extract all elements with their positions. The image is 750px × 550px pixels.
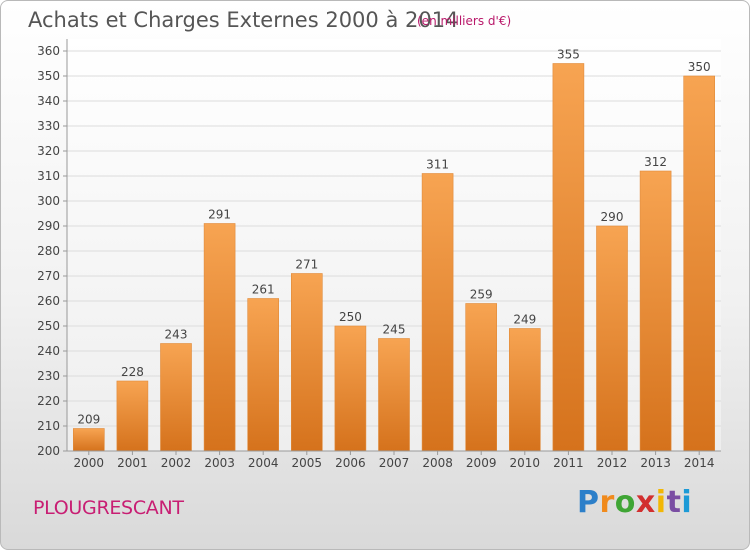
bar xyxy=(552,63,585,452)
x-tick-label: 2001 xyxy=(117,456,148,470)
x-tick-label: 2009 xyxy=(466,456,497,470)
y-tick-label: 340 xyxy=(37,94,60,108)
bar xyxy=(160,343,192,452)
x-tick-label: 2014 xyxy=(684,456,715,470)
bar-value-label: 312 xyxy=(644,155,667,169)
logo-letter: i xyxy=(681,485,693,520)
bar-value-label: 290 xyxy=(601,210,624,224)
bar xyxy=(421,173,454,452)
bar-value-label: 228 xyxy=(121,365,144,379)
bar-value-label: 243 xyxy=(165,328,188,342)
x-tick-label: 2006 xyxy=(335,456,366,470)
bars: 209 228 243 291 261 271 250 245 311 259 249 355 290 3… xyxy=(73,48,716,452)
bar-value-label: 355 xyxy=(557,48,580,62)
bar xyxy=(290,273,323,452)
y-tick-label: 330 xyxy=(37,119,60,133)
y-tick-label: 230 xyxy=(37,369,60,383)
bar-value-label: 350 xyxy=(688,60,711,74)
x-tick-label: 2010 xyxy=(510,456,541,470)
y-tick-label: 280 xyxy=(37,244,60,258)
bar xyxy=(378,338,410,452)
y-tick-label: 200 xyxy=(37,444,60,458)
x-axis: 2000 2001 2002 2003 2004 2005 2006 2007 2008 2009… xyxy=(67,450,721,470)
x-tick-label: 2007 xyxy=(379,456,410,470)
bar xyxy=(508,328,541,452)
logo-letter: t xyxy=(666,485,682,520)
x-tick-label: 2005 xyxy=(292,456,323,470)
chart-title: Achats et Charges Externes 2000 à 2014 xyxy=(28,8,459,32)
y-tick-label: 310 xyxy=(37,169,60,183)
bar xyxy=(116,380,149,452)
bar-value-label: 261 xyxy=(252,283,275,297)
y-tick-label: 260 xyxy=(37,294,60,308)
x-tick-label: 2013 xyxy=(640,456,671,470)
bar xyxy=(247,298,279,452)
x-tick-label: 2003 xyxy=(204,456,235,470)
x-tick-label: 2012 xyxy=(597,456,628,470)
proxiti-logo: Proxiti xyxy=(577,485,692,520)
y-tick-label: 240 xyxy=(37,344,60,358)
y-tick-label: 320 xyxy=(37,144,60,158)
chart-subtitle: (en milliers d'€) xyxy=(417,14,512,28)
x-tick-label: 2004 xyxy=(248,456,279,470)
bar xyxy=(639,170,672,452)
bar-value-label: 250 xyxy=(339,310,362,324)
y-axis: 200 210 220 230 240 250 260 270 280 290 300 310 320 3… xyxy=(37,39,68,458)
logo-letter: r xyxy=(599,485,615,520)
y-tick-label: 220 xyxy=(37,394,60,408)
bar-value-label: 271 xyxy=(295,258,318,272)
y-tick-label: 270 xyxy=(37,269,60,283)
y-tick-label: 250 xyxy=(37,319,60,333)
bar xyxy=(596,225,628,452)
bar-value-label: 259 xyxy=(470,288,493,302)
x-tick-label: 2000 xyxy=(74,456,105,470)
bar xyxy=(203,223,236,452)
x-tick-label: 2011 xyxy=(553,456,584,470)
y-tick-label: 300 xyxy=(37,194,60,208)
logo-letter: o xyxy=(614,485,636,520)
bar-value-label: 291 xyxy=(208,208,231,222)
bar xyxy=(334,325,367,452)
bar-value-label: 249 xyxy=(513,313,536,327)
logo-letter: x xyxy=(635,485,656,520)
y-tick-label: 210 xyxy=(37,419,60,433)
y-tick-label: 350 xyxy=(37,69,60,83)
bar-value-label: 245 xyxy=(383,323,406,337)
x-tick-label: 2008 xyxy=(422,456,453,470)
commune-name: PLOUGRESCANT xyxy=(33,497,184,519)
bar-value-label: 209 xyxy=(77,413,100,427)
bar xyxy=(73,428,105,452)
x-tick-label: 2002 xyxy=(161,456,192,470)
y-tick-label: 290 xyxy=(37,219,60,233)
bar-value-label: 311 xyxy=(426,158,449,172)
logo-letter: i xyxy=(655,485,667,520)
bar xyxy=(465,303,498,452)
logo-letter: P xyxy=(577,485,600,520)
bar xyxy=(683,75,716,452)
y-tick-label: 360 xyxy=(37,44,60,58)
